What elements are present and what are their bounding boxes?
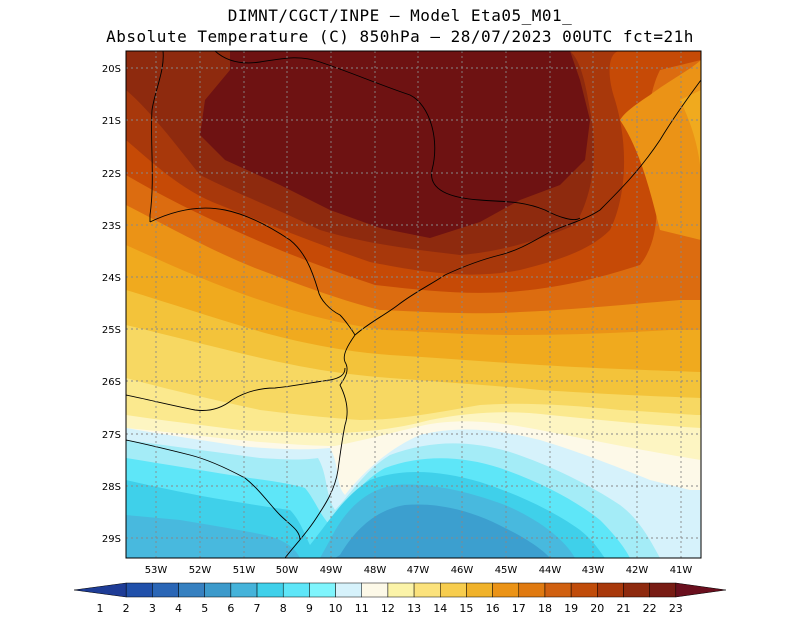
state-border-mg	[214, 51, 581, 221]
colorbar-swatch	[282, 582, 310, 598]
colorbar-label: 6	[227, 602, 234, 615]
colorbar-swatch	[623, 582, 650, 598]
state-border-sc-rs	[126, 439, 301, 541]
colorbar-label: 17	[512, 602, 526, 615]
colorbar-label: 5	[201, 602, 208, 615]
lat-label: 25S	[102, 325, 121, 336]
colorbar-swatch	[230, 582, 258, 598]
lon-label: 52W	[189, 565, 212, 576]
chart-title-line1: DIMNT/CGCT/INPE – Model Eta05_M01_	[227, 6, 573, 25]
colorbar-label: 16	[486, 602, 500, 615]
colorbar-arrow-left	[73, 582, 127, 598]
lon-label: 46W	[451, 565, 474, 576]
lon-label: 48W	[364, 565, 387, 576]
colorbar-swatch	[570, 582, 598, 598]
lon-label: 50W	[276, 565, 299, 576]
lon-label: 51W	[233, 565, 256, 576]
lon-label: 45W	[495, 565, 518, 576]
colorbar-swatch	[178, 582, 205, 598]
colorbar-arrow-right	[675, 582, 727, 598]
colorbar-swatch	[518, 582, 546, 598]
colorbar-swatch	[492, 582, 520, 598]
coastline-borders	[126, 51, 701, 558]
colorbar-swatch	[361, 582, 389, 598]
state-border-pr-sc	[126, 367, 346, 411]
colorbar-swatch	[440, 582, 467, 598]
lat-label: 27S	[102, 430, 121, 441]
band-5	[335, 504, 550, 558]
colorbar-label: 7	[254, 602, 261, 615]
state-border-west	[149, 51, 164, 222]
lat-label: 26S	[102, 377, 121, 388]
colorbar-swatch	[256, 582, 284, 598]
colorbar-swatch	[466, 582, 493, 598]
colorbar-swatch	[309, 582, 336, 598]
colorbar-swatch	[204, 582, 232, 598]
colorbar-label: 12	[381, 602, 395, 615]
map-frame	[125, 50, 702, 559]
colorbar-swatch	[544, 582, 572, 598]
coastline-south	[284, 334, 356, 558]
gridlines	[126, 51, 701, 558]
colorbar-label: 11	[355, 602, 369, 615]
colorbar-label: 10	[329, 602, 343, 615]
colorbar-swatch	[387, 582, 415, 598]
state-border-pr-sp	[149, 207, 356, 336]
colorbar-swatch	[413, 582, 441, 598]
lon-label: 42W	[626, 565, 649, 576]
colorbar-label: 3	[149, 602, 156, 615]
chart-title-line2: Absolute Temperature (C) 850hPa – 28/07/…	[106, 27, 694, 46]
lat-label: 21S	[102, 116, 121, 127]
lon-label: 44W	[539, 565, 562, 576]
lon-label: 43W	[582, 565, 605, 576]
lat-label: 20S	[102, 64, 121, 75]
lon-label: 47W	[407, 565, 430, 576]
colorbar-swatch	[125, 582, 153, 598]
colorbar-label: 9	[306, 602, 313, 615]
lon-label: 53W	[145, 565, 168, 576]
coastline-sp-rj	[354, 79, 701, 336]
colorbar-swatch	[152, 582, 179, 598]
lat-label: 28S	[102, 482, 121, 493]
temperature-field	[126, 51, 701, 558]
colorbar-label: 22	[643, 602, 657, 615]
colorbar-label: 20	[590, 602, 604, 615]
colorbar-label: 13	[407, 602, 421, 615]
colorbar-label: 23	[669, 602, 683, 615]
colorbar-label: 21	[616, 602, 630, 615]
colorbar-label: 19	[564, 602, 578, 615]
colorbar-label: 8	[280, 602, 287, 615]
colorbar-label: 2	[123, 602, 130, 615]
colorbar-swatch	[597, 582, 624, 598]
lat-label: 24S	[102, 273, 121, 284]
colorbar: 1 2 3 4 5 6 7 8 9 10 11 12 13 14 15 16 17 18 19 20 21 22 23	[73, 582, 727, 615]
colorbar-label: 18	[538, 602, 552, 615]
colorbar-label: 14	[433, 602, 447, 615]
lat-axis-labels: 20S 21S 22S 23S 24S 25S 26S 27S 28S 29S	[102, 64, 121, 545]
lon-label: 41W	[670, 565, 693, 576]
lon-axis-labels: 53W 52W 51W 50W 49W 48W 47W 46W 45W 44W …	[145, 565, 693, 576]
lat-label: 29S	[102, 534, 121, 545]
colorbar-label: 15	[459, 602, 473, 615]
colorbar-swatch	[649, 582, 677, 598]
lat-label: 22S	[102, 169, 121, 180]
colorbar-label: 4	[175, 602, 182, 615]
colorbar-label: 1	[97, 602, 104, 615]
lat-label: 23S	[102, 221, 121, 232]
colorbar-swatch	[335, 582, 362, 598]
lon-label: 49W	[320, 565, 343, 576]
